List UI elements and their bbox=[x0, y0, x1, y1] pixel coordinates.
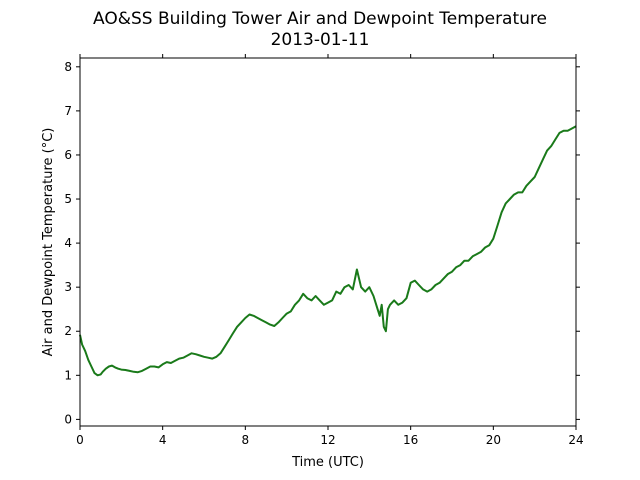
y-tick-label-2: 2 bbox=[64, 324, 72, 338]
x-tick-label-5: 20 bbox=[486, 433, 501, 447]
x-tick-label-3: 12 bbox=[320, 433, 335, 447]
y-tick-label-6: 6 bbox=[64, 148, 72, 162]
y-tick-label-5: 5 bbox=[64, 192, 72, 206]
x-axis-label: Time (UTC) bbox=[291, 455, 364, 470]
x-tick-label-6: 24 bbox=[568, 433, 583, 447]
y-tick-label-8: 8 bbox=[64, 60, 72, 74]
y-tick-label-1: 1 bbox=[64, 368, 72, 382]
chart-title: AO&SS Building Tower Air and Dewpoint Te… bbox=[93, 9, 547, 29]
x-tick-label-1: 4 bbox=[159, 433, 167, 447]
series-line-0 bbox=[79, 125, 577, 377]
y-tick-label-0: 0 bbox=[64, 412, 72, 426]
x-tick-label-2: 8 bbox=[242, 433, 250, 447]
y-tick-label-3: 3 bbox=[64, 280, 72, 294]
y-tick-label-7: 7 bbox=[64, 104, 72, 118]
chart-subtitle: 2013-01-11 bbox=[271, 30, 370, 50]
plot-frame bbox=[79, 57, 577, 427]
x-tick-label-0: 0 bbox=[76, 433, 84, 447]
y-tick-label-4: 4 bbox=[64, 236, 72, 250]
x-tick-label-4: 16 bbox=[403, 433, 418, 447]
y-axis-label: Air and Dewpoint Temperature (°C) bbox=[41, 128, 56, 357]
